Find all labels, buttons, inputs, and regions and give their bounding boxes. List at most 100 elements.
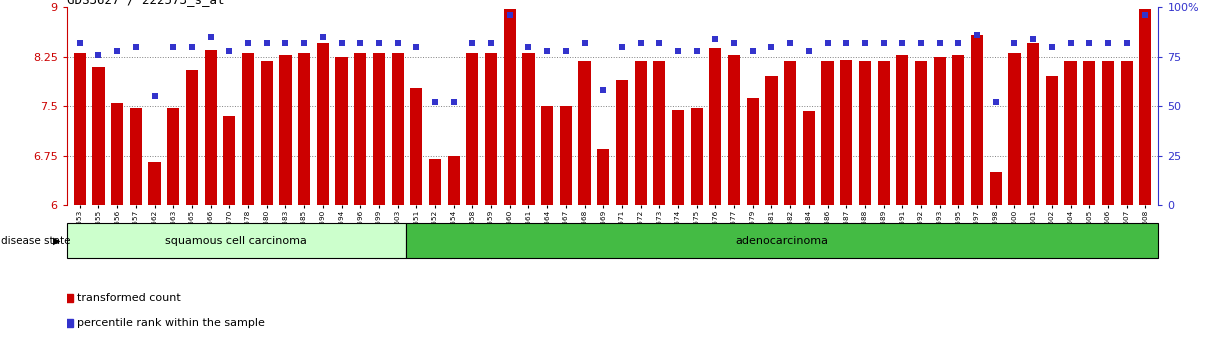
Bar <box>336 57 348 205</box>
Bar <box>559 106 571 205</box>
Bar <box>112 103 124 205</box>
Bar <box>1065 61 1077 205</box>
Point <box>575 40 594 46</box>
Bar <box>634 61 647 205</box>
Bar <box>803 112 815 205</box>
Bar <box>1139 9 1151 205</box>
Bar <box>1008 53 1020 205</box>
Bar <box>372 53 385 205</box>
Point <box>986 99 1006 105</box>
Point <box>744 48 763 53</box>
Bar <box>392 53 404 205</box>
Point <box>762 44 781 50</box>
Point <box>519 44 539 50</box>
Bar <box>1121 61 1133 205</box>
Bar <box>1101 61 1114 205</box>
Bar <box>672 109 684 205</box>
Bar <box>765 76 778 205</box>
Point <box>1117 40 1137 46</box>
Point <box>500 12 519 18</box>
Bar <box>1083 61 1095 205</box>
Point <box>1061 40 1081 46</box>
Point <box>1042 44 1061 50</box>
Bar <box>1027 44 1040 205</box>
Point <box>313 34 332 40</box>
Bar <box>429 159 442 205</box>
Point <box>873 40 893 46</box>
Bar <box>597 149 609 205</box>
Point <box>613 44 632 50</box>
Bar <box>934 57 946 205</box>
Bar <box>523 53 535 205</box>
Point <box>108 48 127 53</box>
Bar <box>747 98 759 205</box>
Bar <box>279 55 291 205</box>
Point <box>164 44 183 50</box>
Point <box>556 48 575 53</box>
Point <box>1024 36 1043 42</box>
Bar <box>1046 76 1058 205</box>
Point <box>70 40 90 46</box>
Point <box>220 48 239 53</box>
Bar <box>579 61 591 205</box>
Bar <box>541 106 553 205</box>
Point <box>406 44 426 50</box>
Bar <box>67 223 405 258</box>
Text: squamous cell carcinoma: squamous cell carcinoma <box>165 236 307 246</box>
Bar <box>186 70 198 205</box>
Point <box>537 48 557 53</box>
Point <box>930 40 950 46</box>
Point <box>631 40 650 46</box>
Point <box>238 40 257 46</box>
Bar <box>654 61 666 205</box>
Bar <box>784 61 796 205</box>
Point <box>593 87 613 93</box>
Point <box>275 40 295 46</box>
Point <box>126 44 146 50</box>
Point <box>201 34 221 40</box>
Bar <box>74 53 86 205</box>
Point <box>444 99 463 105</box>
Point <box>855 40 875 46</box>
Point <box>89 52 108 57</box>
Point <box>1098 40 1117 46</box>
Point <box>388 40 408 46</box>
Bar <box>503 9 516 205</box>
Point <box>893 40 912 46</box>
Point <box>144 93 164 99</box>
Point <box>462 40 482 46</box>
Point <box>668 48 688 53</box>
Bar <box>92 67 104 205</box>
Text: disease state: disease state <box>1 236 70 246</box>
Point <box>968 32 987 38</box>
Point <box>426 99 445 105</box>
Point <box>724 40 744 46</box>
Bar <box>261 61 273 205</box>
Bar <box>690 108 702 205</box>
Bar <box>317 44 329 205</box>
Point <box>369 40 388 46</box>
Bar <box>241 53 254 205</box>
Bar <box>821 61 833 205</box>
Bar <box>915 61 927 205</box>
Bar <box>130 108 142 205</box>
Point <box>818 40 837 46</box>
Point <box>482 40 501 46</box>
Bar <box>728 55 740 205</box>
Bar <box>354 53 366 205</box>
Point <box>182 44 201 50</box>
Point <box>295 40 314 46</box>
Bar <box>466 53 478 205</box>
Bar <box>298 53 311 205</box>
Point <box>780 40 799 46</box>
Text: percentile rank within the sample: percentile rank within the sample <box>78 318 266 328</box>
Point <box>799 48 819 53</box>
Bar <box>616 80 628 205</box>
Bar <box>485 53 497 205</box>
Text: GDS3627 / 222573_s_at: GDS3627 / 222573_s_at <box>67 0 224 6</box>
Bar <box>990 172 1002 205</box>
Point <box>687 48 706 53</box>
Point <box>949 40 968 46</box>
Bar <box>148 162 160 205</box>
Point <box>1080 40 1099 46</box>
